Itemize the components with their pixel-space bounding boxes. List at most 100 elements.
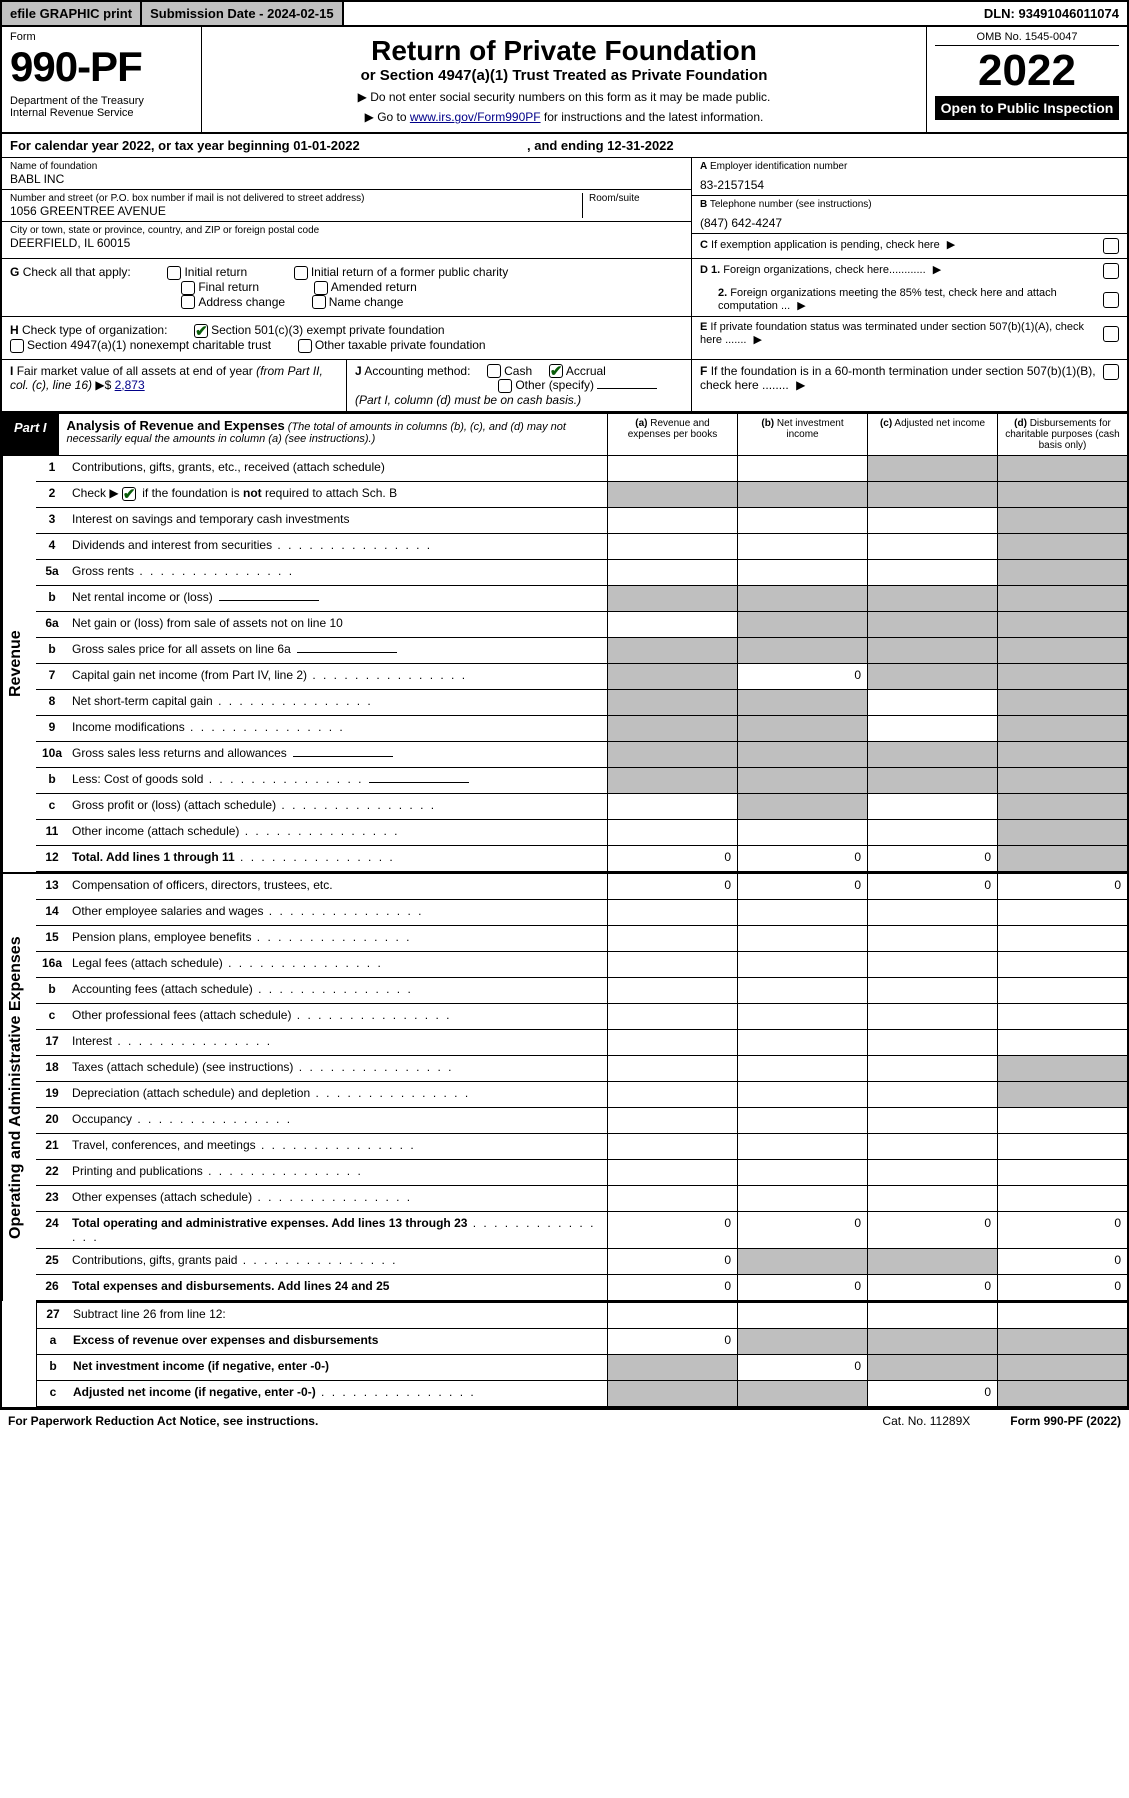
form-header: Form 990-PF Department of the Treasury I… (2, 27, 1127, 134)
line-11: 11Other income (attach schedule) (36, 820, 1127, 846)
col-b: 0 (737, 874, 867, 899)
cb-other-method[interactable] (498, 379, 512, 393)
c-label: If exemption application is pending, che… (711, 239, 940, 251)
line-desc: Taxes (attach schedule) (see instruction… (68, 1056, 607, 1081)
line-c: cOther professional fees (attach schedul… (36, 1004, 1127, 1030)
line-num: 21 (36, 1134, 68, 1159)
line-num: 26 (36, 1275, 68, 1300)
col-c (867, 586, 997, 611)
tax-year: 2022 (935, 46, 1119, 96)
col-d (997, 900, 1127, 925)
col-c (867, 820, 997, 845)
cb-initial-former[interactable] (294, 266, 308, 280)
col-b (737, 508, 867, 533)
top-bar: efile GRAPHIC print Submission Date - 20… (2, 2, 1127, 27)
d1-label: Foreign organizations, check here.......… (723, 264, 925, 276)
irs-link[interactable]: www.irs.gov/Form990PF (410, 110, 541, 124)
col-a: 0 (607, 846, 737, 871)
col-b: 0 (737, 664, 867, 689)
e-checkbox[interactable] (1103, 326, 1119, 342)
line-2: 2Check ▶ if the foundation is not requir… (36, 482, 1127, 508)
col-b (737, 952, 867, 977)
line-num: 7 (36, 664, 68, 689)
line-desc: Total operating and administrative expen… (68, 1212, 607, 1248)
col-d (997, 794, 1127, 819)
col-a (607, 482, 737, 507)
cb-accrual[interactable] (549, 364, 563, 378)
cb-501c3[interactable] (194, 324, 208, 338)
col-b (737, 690, 867, 715)
cb-initial-return[interactable] (167, 266, 181, 280)
header-center: Return of Private Foundation or Section … (202, 27, 927, 132)
c-row: C If exemption application is pending, c… (692, 234, 1127, 258)
line-num: b (36, 586, 68, 611)
col-b (737, 820, 867, 845)
f-checkbox[interactable] (1103, 364, 1119, 380)
col-a: 0 (607, 1275, 737, 1300)
cal-begin: For calendar year 2022, or tax year begi… (10, 138, 360, 153)
g-d-row: G Check all that apply: Initial return I… (2, 259, 1127, 317)
g-o5: Amended return (331, 280, 417, 294)
h-o2: Section 4947(a)(1) nonexempt charitable … (27, 338, 271, 352)
fmv-value[interactable]: 2,873 (115, 378, 145, 392)
line-desc: Pension plans, employee benefits (68, 926, 607, 951)
col-b (737, 534, 867, 559)
ein-label: Employer identification number (710, 161, 847, 172)
col-d (997, 820, 1127, 845)
col-d (997, 1329, 1127, 1354)
col-c (867, 900, 997, 925)
i-block: I Fair market value of all assets at end… (2, 360, 347, 412)
revenue-rows: 1Contributions, gifts, grants, etc., rec… (36, 456, 1127, 872)
col-a: 0 (607, 1249, 737, 1274)
col-c: 0 (867, 846, 997, 871)
d-block: D 1. Foreign organizations, check here..… (692, 259, 1127, 316)
line-27: 27Subtract line 26 from line 12: (37, 1303, 1127, 1329)
c-checkbox[interactable] (1103, 238, 1119, 254)
col-d (997, 742, 1127, 767)
line-num: 8 (36, 690, 68, 715)
addr-label: Number and street (or P.O. box number if… (10, 193, 576, 204)
revenue-section: Revenue 1Contributions, gifts, grants, e… (2, 456, 1127, 872)
info-right: A Employer identification number 83-2157… (692, 158, 1127, 258)
col-c (867, 1108, 997, 1133)
g-o3: Address change (198, 295, 285, 309)
col-b (737, 926, 867, 951)
cb-amended[interactable] (314, 281, 328, 295)
line-14: 14Other employee salaries and wages (36, 900, 1127, 926)
cb-name-change[interactable] (312, 295, 326, 309)
d1-checkbox[interactable] (1103, 263, 1119, 279)
line-b: bGross sales price for all assets on lin… (36, 638, 1127, 664)
col-c (867, 1355, 997, 1380)
line-desc: Other expenses (attach schedule) (68, 1186, 607, 1211)
col-c (867, 1082, 997, 1107)
line-desc: Gross sales price for all assets on line… (68, 638, 607, 663)
i-prefix: ▶$ (95, 378, 114, 392)
g-o6: Name change (329, 295, 404, 309)
col-d (997, 560, 1127, 585)
col-d (997, 508, 1127, 533)
line-num: 4 (36, 534, 68, 559)
line-num: 5a (36, 560, 68, 585)
cb-final-return[interactable] (181, 281, 195, 295)
cb-4947[interactable] (10, 339, 24, 353)
i-label: Fair market value of all assets at end o… (10, 364, 323, 392)
d2-checkbox[interactable] (1103, 292, 1119, 308)
line-num: 2 (36, 482, 68, 507)
g-o2: Final return (198, 280, 259, 294)
city-value: DEERFIELD, IL 60015 (10, 236, 683, 250)
h-block: H Check type of organization: Section 50… (2, 317, 692, 359)
line-desc: Legal fees (attach schedule) (68, 952, 607, 977)
cb-other-taxable[interactable] (298, 339, 312, 353)
col-c (867, 1030, 997, 1055)
col-d: 0 (997, 1275, 1127, 1300)
cb-cash[interactable] (487, 364, 501, 378)
col-b (737, 1134, 867, 1159)
line-num: c (37, 1381, 69, 1406)
col-a (607, 768, 737, 793)
col-c (867, 1329, 997, 1354)
col-d (997, 1082, 1127, 1107)
cb-address-change[interactable] (181, 295, 195, 309)
col-b (737, 1249, 867, 1274)
line-num: 1 (36, 456, 68, 481)
cb-sch-b[interactable] (122, 487, 136, 501)
